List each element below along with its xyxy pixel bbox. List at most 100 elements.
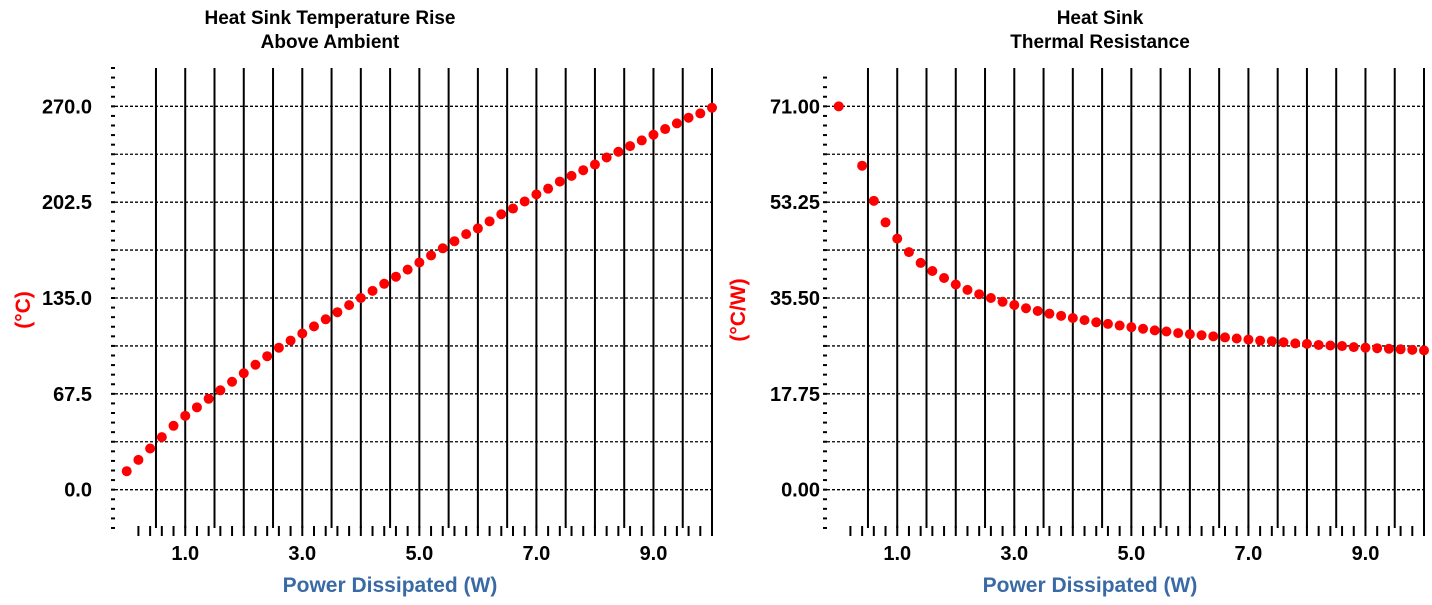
chart-subtitle: Above Ambient [261,32,400,53]
y-tick-label: 17.75 [770,384,820,406]
x-tick-label: 1.0 [171,543,199,565]
data-point [985,293,996,303]
data-point [1184,329,1195,340]
data-point [1419,345,1429,356]
data-point [997,296,1008,307]
data-point [238,368,249,379]
data-point [531,189,542,200]
data-point [297,328,308,339]
chart-title: Heat Sink [1057,8,1144,29]
x-tick-label: 3.0 [1000,543,1028,565]
data-point [1407,344,1418,355]
data-point [262,351,273,362]
y-tick-label: 67.5 [53,384,92,406]
data-point [927,266,938,277]
data-point [1325,340,1336,351]
x-tick-label: 3.0 [288,543,316,565]
data-point [402,264,413,275]
data-point [133,454,144,465]
data-point [601,152,612,163]
y-tick-label: 0.00 [781,480,820,502]
data-point [1290,338,1301,349]
x-tick-label: 5.0 [405,543,433,565]
data-point [625,141,636,152]
y-tick-label: 0.0 [64,480,92,502]
data-point [250,359,261,370]
data-point [367,285,378,296]
data-point [962,284,973,295]
data-point [1126,322,1137,333]
data-point [1383,343,1394,354]
data-point [543,183,554,194]
x-tick-label: 9.0 [1352,543,1380,565]
data-point [1102,318,1113,329]
data-point [191,402,202,413]
data-point [437,243,448,254]
data-point [1091,317,1102,328]
data-point [1056,310,1067,321]
x-tick-label: 7.0 [1235,543,1263,565]
data-point [974,289,985,300]
data-point [203,393,214,404]
x-axis-label: Power Dissipated (W) [983,574,1198,597]
data-point [1243,334,1254,345]
data-point [857,160,868,171]
chart-1: Heat Sink Temperature Rise Above Ambient 0… [12,8,717,597]
data-point [344,300,355,311]
data-point [121,466,132,477]
data-point [636,135,647,146]
data-point [1231,333,1242,344]
data-point [496,209,507,220]
data-point [320,314,331,325]
y-tick-label: 135.0 [42,288,92,310]
data-point [1337,341,1348,352]
x-tick-label: 1.0 [883,543,911,565]
data-point [449,236,460,247]
data-point [379,278,390,289]
data-point [285,335,296,346]
data-point [355,293,366,303]
data-point [1278,337,1289,348]
y-axis-label: (°C) [12,291,35,329]
data-point [332,307,343,318]
data-point [950,279,961,290]
data-point [426,250,437,261]
data-point [1149,325,1160,336]
data-point [833,101,844,112]
chart-2: Heat Sink Thermal Resistance 0.00 17.75 35.5… [727,8,1429,597]
data-point [1348,342,1359,353]
data-point [868,195,879,206]
data-point [683,112,694,123]
data-point [168,420,179,431]
data-point [519,196,530,207]
data-point [1173,328,1184,339]
data-point [1138,323,1149,334]
data-point [1196,330,1207,341]
data-point [566,170,577,181]
data-point [1395,344,1406,355]
data-point [1161,326,1172,337]
y-tick-label: 35.50 [770,288,820,310]
data-point [695,108,706,119]
data-point [484,216,495,227]
data-point [309,321,319,332]
data-point [461,229,472,240]
chart-title: Heat Sink Temperature Rise [205,8,456,29]
data-point [1266,336,1277,347]
data-point [903,247,914,258]
data-point [578,165,589,176]
data-point [1079,315,1090,326]
y-tick-label: 202.5 [42,192,92,214]
data-point [1067,312,1078,323]
data-point [180,410,191,421]
chart-subtitle: Thermal Resistance [1010,32,1190,53]
data-point [1301,338,1312,349]
data-point [554,176,565,187]
y-tick-label: 53.25 [770,192,820,214]
data-point [1255,335,1266,346]
data-point [508,203,518,214]
data-point [707,102,717,113]
data-point [1044,308,1055,319]
data-point [273,342,284,353]
